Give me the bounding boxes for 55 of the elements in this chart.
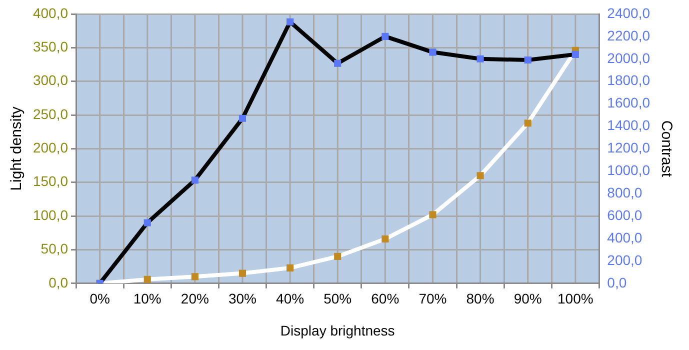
point: [144, 276, 151, 283]
y-tick-label: 400,0: [32, 4, 68, 21]
point: [191, 176, 198, 184]
x-tick-label: 30%: [228, 290, 257, 307]
y-tick-label: 0,0: [48, 274, 68, 290]
y-tick-label: 200,0: [32, 140, 68, 156]
point: [476, 172, 484, 180]
point: [476, 55, 484, 62]
y2-tick-label: 1000,0: [607, 162, 650, 178]
y2-tick-label: 1200,0: [607, 140, 650, 156]
point: [429, 48, 436, 56]
y2-tick-label: 0,0: [607, 274, 627, 290]
x-tick-label: 70%: [418, 290, 447, 307]
x-tick-label: 100%: [557, 290, 594, 307]
y2-tick-label: 2400,0: [607, 4, 650, 21]
point: [144, 219, 151, 226]
y-tick-label: 50,0: [40, 240, 68, 257]
point: [286, 264, 294, 272]
y2-tick-label: 2000,0: [607, 50, 650, 66]
y-tick-label: 100,0: [32, 206, 68, 223]
y2-tick-label: 400,0: [607, 229, 642, 246]
x-tick-label: 90%: [514, 290, 542, 307]
point: [382, 235, 389, 242]
point: [429, 211, 436, 218]
point: [334, 60, 342, 67]
point: [238, 270, 246, 277]
point: [572, 50, 579, 58]
y2-tick-label: 1400,0: [607, 117, 650, 134]
y2-tick-label: 200,0: [607, 252, 642, 268]
y-axis-title: Light density: [8, 106, 26, 191]
y-tick-label: 350,0: [32, 38, 68, 55]
y2-tick-label: 1800,0: [607, 72, 650, 88]
x-axis-title: Display brightness: [280, 322, 395, 338]
x-tick-label: 10%: [133, 290, 162, 307]
y-tick-label: 250,0: [32, 106, 68, 122]
x-tick-label: 20%: [180, 290, 209, 307]
point: [238, 114, 246, 122]
point: [382, 32, 389, 40]
y-tick-label: 150,0: [32, 173, 68, 190]
point: [334, 252, 342, 260]
point: [524, 120, 532, 127]
y2-axis-title: Contrast: [658, 120, 675, 178]
x-tick-label: 80%: [466, 290, 494, 307]
y2-tick-label: 2200,0: [607, 27, 650, 44]
x-tick-label: 50%: [324, 290, 352, 307]
y2-tick-label: 800,0: [607, 184, 642, 200]
x-tick-label: 0%: [90, 290, 110, 307]
y-tick-label: 300,0: [32, 72, 68, 88]
x-tick-label: 40%: [276, 290, 304, 307]
y2-tick-label: 600,0: [607, 206, 642, 223]
y2-tick-label: 1600,0: [607, 94, 650, 111]
point: [286, 18, 294, 26]
x-tick-label: 60%: [371, 290, 400, 307]
point: [524, 56, 532, 64]
point: [191, 273, 198, 280]
